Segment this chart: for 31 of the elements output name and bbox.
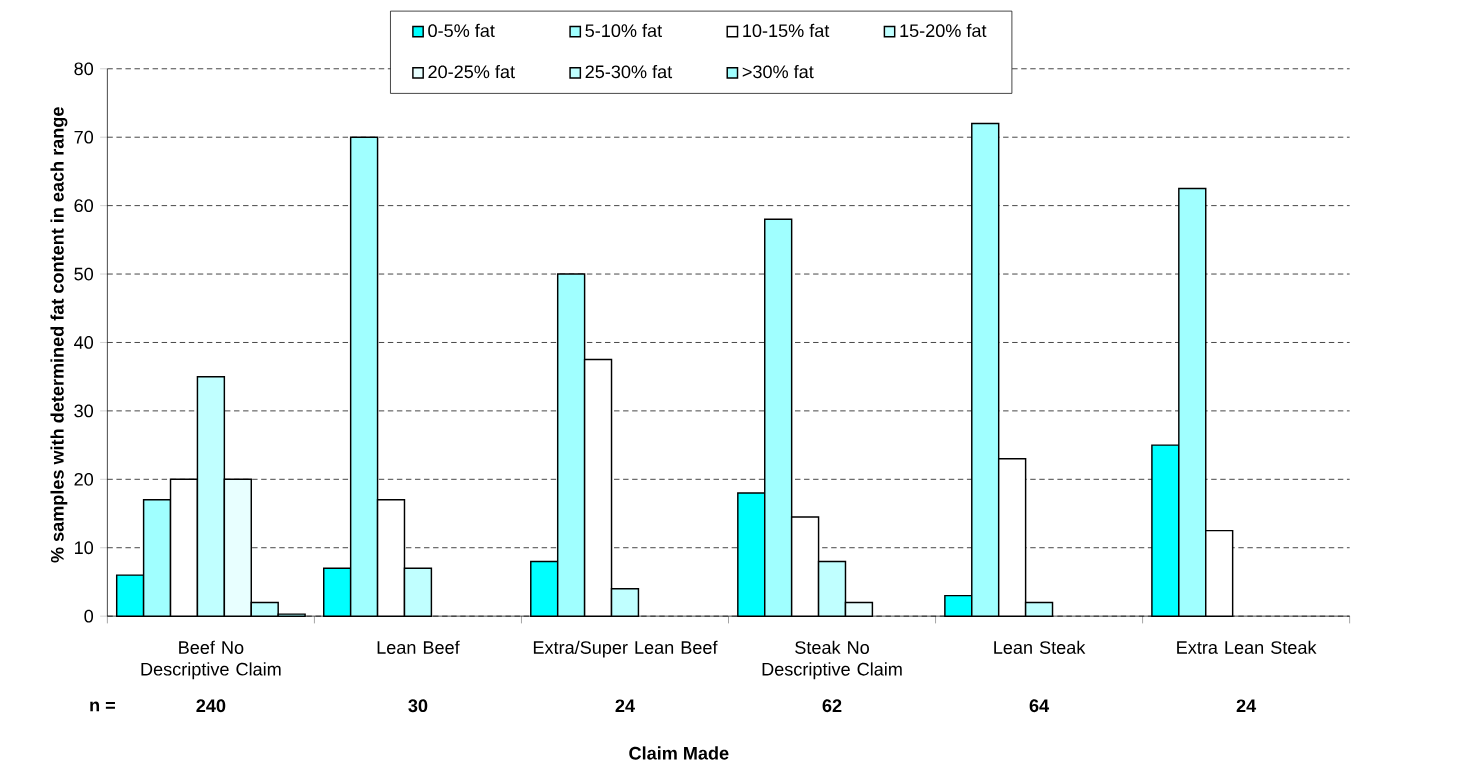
x-tick-label: Lean Beef: [377, 640, 460, 655]
x-tick-label: Lean Steak: [994, 640, 1086, 655]
text: 24: [615, 699, 635, 713]
text: 62: [822, 699, 842, 713]
legend-label: 10-15% fat: [743, 23, 830, 38]
x-tick-label: Beef No Descriptive Claim: [141, 640, 281, 680]
legend-label: 15-20% fat: [900, 23, 987, 38]
y-tick-label: 50: [74, 267, 94, 281]
text: 30: [408, 699, 428, 713]
y-tick-label: 20: [74, 473, 94, 486]
legend-label: >30% fat: [742, 65, 814, 79]
x-tick-label: Extra Lean Steak: [1177, 640, 1317, 655]
text: 64: [1029, 699, 1050, 713]
x-tick-label: Extra/Super Lean Beef: [533, 640, 718, 658]
legend-label: 25-30% fat: [585, 65, 673, 79]
text: n =: [90, 701, 115, 712]
y-tick-label: 40: [74, 336, 94, 350]
x-axis-title: Claim Made: [629, 746, 729, 760]
legend-label: 20-25% fat: [428, 65, 515, 79]
y-tick-label: 10: [75, 541, 94, 555]
y-axis-title: % samples with determined fat content in each range: [50, 107, 68, 563]
y-tick-label: 70: [74, 130, 94, 144]
x-tick-label: Steak No Descriptive Claim: [762, 640, 902, 680]
text: 24: [1236, 699, 1257, 713]
text: 240: [196, 699, 226, 713]
legend-label: 5-10% fat: [585, 23, 663, 38]
legend-label: 0-5% fat: [428, 23, 495, 38]
y-tick-label: 30: [74, 404, 94, 418]
y-tick-label: 60: [74, 199, 94, 213]
y-tick-label: 80: [74, 62, 94, 76]
y-tick-label: 0: [84, 609, 94, 623]
